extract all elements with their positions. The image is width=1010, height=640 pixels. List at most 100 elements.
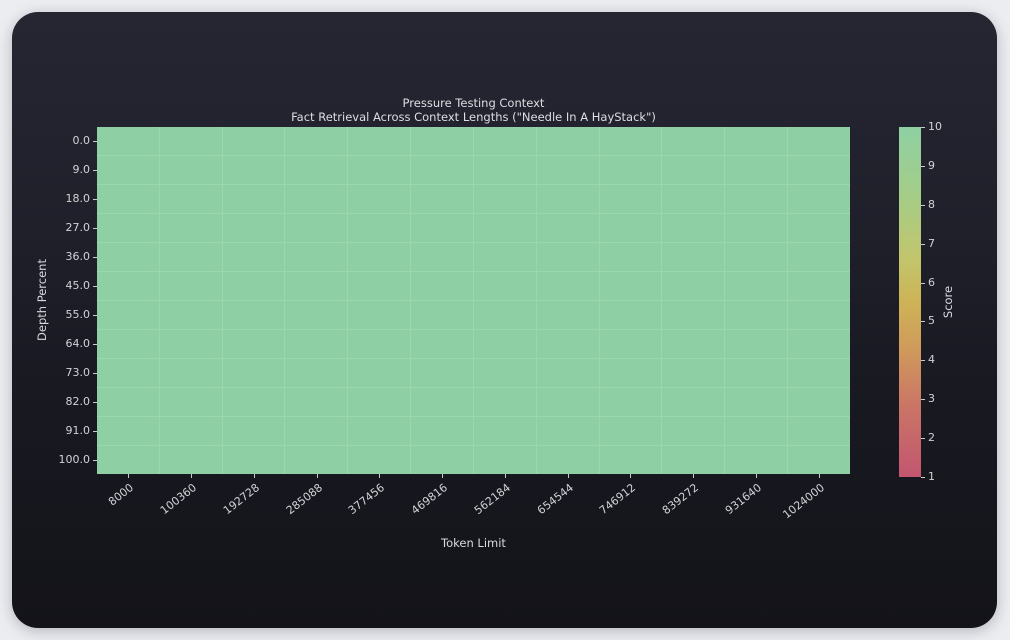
heatmap-cell <box>348 388 411 416</box>
x-tick-mark <box>755 474 757 478</box>
heatmap-cell <box>348 127 411 155</box>
heatmap-cell <box>348 301 411 329</box>
x-tick-label: 100360 <box>158 481 200 518</box>
chart-title-line1: Pressure Testing Context <box>402 96 545 110</box>
heatmap-cell <box>97 359 159 387</box>
x-tick-label: 746912 <box>597 481 639 518</box>
heatmap-cell <box>473 388 536 416</box>
heatmap-cell <box>536 214 599 242</box>
heatmap-cell <box>285 359 348 387</box>
heatmap-cell <box>473 330 536 358</box>
heatmap-cell <box>222 417 285 445</box>
colorbar-tick-label: 10 <box>928 120 942 133</box>
heatmap-cell <box>285 301 348 329</box>
y-tick-label: 100.0 <box>58 452 91 466</box>
heatmap-cell <box>599 127 662 155</box>
heatmap-cell <box>411 127 473 155</box>
heatmap-cell <box>285 330 348 358</box>
heatmap-cell <box>348 330 411 358</box>
y-tick-label: 27.0 <box>65 221 91 235</box>
y-axis-label: Depth Percent <box>35 259 49 341</box>
y-tick-label: 91.0 <box>65 423 91 437</box>
heatmap-cell <box>725 272 788 300</box>
colorbar-tick-mark <box>921 243 925 245</box>
x-tick-mark <box>693 474 695 478</box>
heatmap-cell <box>725 359 788 387</box>
y-tick-mark <box>93 343 97 345</box>
y-tick-mark <box>93 141 97 143</box>
heatmap-cell <box>159 330 222 358</box>
x-tick-mark <box>253 474 255 478</box>
x-tick-label: 654544 <box>534 481 576 518</box>
heatmap-cell <box>725 330 788 358</box>
colorbar-tick-label: 2 <box>928 431 935 445</box>
y-tick-label: 55.0 <box>65 307 91 321</box>
heatmap-cell <box>536 185 599 213</box>
heatmap-cell <box>536 388 599 416</box>
x-tick-label: 931640 <box>722 481 764 518</box>
heatmap-cell <box>97 446 159 474</box>
x-tick-label: 8000 <box>106 481 137 509</box>
x-axis-label: Token Limit <box>441 536 506 550</box>
heatmap-cell <box>159 301 222 329</box>
colorbar-tick-mark <box>921 360 925 362</box>
colorbar-tick-label: 3 <box>928 392 935 406</box>
heatmap-cell <box>599 214 662 242</box>
y-tick-label: 73.0 <box>65 365 91 379</box>
heatmap-cell <box>788 127 850 155</box>
x-tick-label: 285088 <box>283 481 325 518</box>
colorbar-tick-mark <box>921 204 925 206</box>
heatmap-cell <box>536 330 599 358</box>
heatmap-cell <box>348 214 411 242</box>
heatmap-cell <box>97 214 159 242</box>
heatmap-cell <box>411 388 473 416</box>
heatmap-cell <box>662 127 725 155</box>
heatmap-cell <box>662 185 725 213</box>
heatmap-cell <box>536 301 599 329</box>
heatmap-cell <box>788 301 850 329</box>
heatmap-cell <box>97 243 159 271</box>
heatmap-cell <box>97 185 159 213</box>
chart-title-line2: Fact Retrieval Across Context Lengths ("… <box>291 110 656 124</box>
x-tick-label: 562184 <box>471 481 513 518</box>
heatmap-cell <box>725 214 788 242</box>
heatmap-cell <box>159 417 222 445</box>
heatmap-cell <box>599 272 662 300</box>
colorbar-tick-mark <box>921 477 925 478</box>
heatmap-cell <box>159 359 222 387</box>
heatmap-cell <box>599 156 662 184</box>
colorbar-tick-label: 9 <box>928 158 935 172</box>
y-tick-mark <box>93 372 97 374</box>
heatmap-cell <box>97 388 159 416</box>
heatmap-cell <box>599 301 662 329</box>
heatmap-cell <box>473 185 536 213</box>
heatmap-cell <box>662 156 725 184</box>
heatmap-cell <box>473 417 536 445</box>
x-tick-mark <box>316 474 318 478</box>
y-tick-mark <box>93 314 97 316</box>
x-tick-mark <box>442 474 444 478</box>
heatmap-cell <box>662 272 725 300</box>
heatmap-cell <box>222 446 285 474</box>
heatmap-cell <box>97 330 159 358</box>
heatmap-cell <box>222 185 285 213</box>
heatmap-cell <box>662 243 725 271</box>
x-tick-mark <box>818 474 820 478</box>
heatmap-cell <box>159 214 222 242</box>
heatmap-cell <box>473 156 536 184</box>
heatmap-cell <box>788 417 850 445</box>
colorbar-tick-mark <box>921 321 925 323</box>
heatmap-cell <box>159 272 222 300</box>
heatmap-cell <box>411 243 473 271</box>
heatmap-cell <box>348 359 411 387</box>
chart-window: Pressure Testing Context Fact Retrieval … <box>12 12 997 628</box>
heatmap-cell <box>599 388 662 416</box>
heatmap-cell <box>536 417 599 445</box>
heatmap-cell <box>222 301 285 329</box>
heatmap-cell <box>285 417 348 445</box>
heatmap-cell <box>411 185 473 213</box>
heatmap-cell <box>725 388 788 416</box>
y-tick-mark <box>93 257 97 259</box>
heatmap-cell <box>222 272 285 300</box>
